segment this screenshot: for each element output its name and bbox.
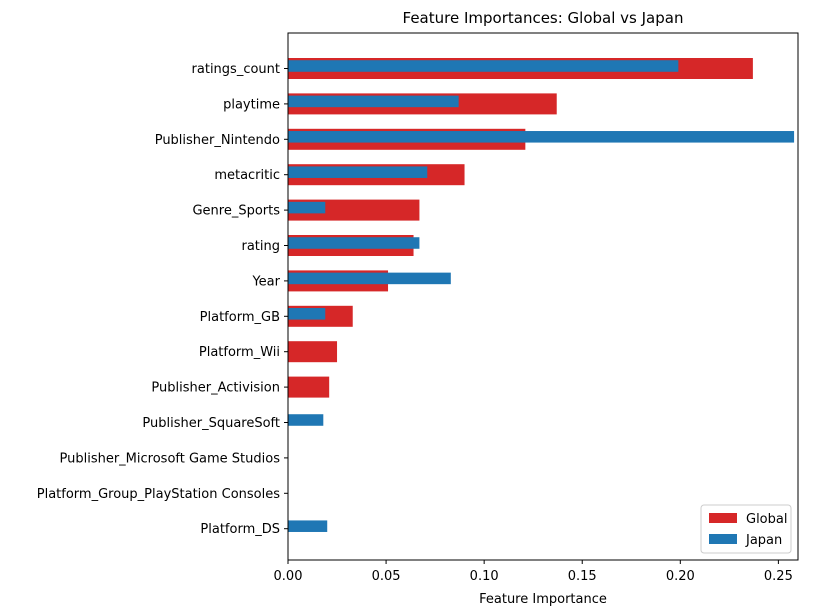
x-axis-label: Feature Importance — [479, 592, 607, 607]
y-axis: ratings_count playtime Publisher_Nintendom… — [37, 62, 288, 537]
legend-label-global: Global — [746, 512, 787, 527]
legend-swatch-global — [709, 513, 737, 523]
bar-global-8 — [288, 341, 338, 363]
bar-japan-0 — [288, 60, 679, 72]
bar-japan-3 — [288, 166, 428, 178]
legend: Global Japan — [700, 504, 792, 554]
y-tick-label: Publisher_Microsoft Game Studios — [60, 451, 281, 466]
x-tick-label: 0.05 — [372, 569, 401, 584]
x-tick-label: 0.20 — [666, 569, 695, 584]
x-tick-label: 0.00 — [274, 569, 303, 584]
x-tick-label: 0.15 — [568, 569, 597, 584]
y-tick-label: ratings_count — [192, 62, 280, 77]
bar-japan-7 — [288, 308, 326, 320]
chart-title: Feature Importances: Global vs Japan — [403, 9, 684, 27]
y-tick-label: Platform_Wii — [199, 345, 280, 360]
plot-bars — [288, 58, 795, 532]
legend-swatch-japan — [709, 534, 737, 544]
bar-japan-10 — [288, 414, 324, 426]
bar-japan-2 — [288, 131, 795, 143]
bar-global-9 — [288, 376, 330, 398]
x-tick-label: 0.25 — [764, 569, 793, 584]
bar-japan-5 — [288, 237, 420, 249]
y-tick-label: Platform_DS — [200, 522, 280, 537]
x-tick-label: 0.10 — [470, 569, 499, 584]
y-tick-label: metacritic — [214, 168, 280, 183]
y-tick-label: Platform_Group_PlayStation Consoles — [37, 487, 280, 502]
bar-japan-4 — [288, 201, 326, 214]
y-tick-label: Publisher_Nintendo — [155, 133, 280, 148]
y-tick-label: Publisher_SquareSoft — [142, 416, 280, 431]
y-tick-label: playtime — [223, 97, 280, 112]
y-tick-label: rating — [241, 239, 280, 254]
y-tick-label: Platform_GB — [200, 310, 280, 325]
legend-label-japan: Japan — [745, 533, 782, 548]
bar-japan-1 — [288, 95, 459, 108]
y-tick-label: Publisher_Activision — [151, 381, 280, 396]
x-axis: 0.00 0.05 0.10 0.15 0.20 0.25 — [274, 560, 793, 584]
y-tick-label: Year — [251, 274, 280, 289]
bar-japan-6 — [288, 272, 451, 285]
bar-japan-13 — [288, 520, 328, 532]
plot-frame — [287, 32, 799, 561]
y-tick-label: Genre_Sports — [192, 204, 280, 219]
